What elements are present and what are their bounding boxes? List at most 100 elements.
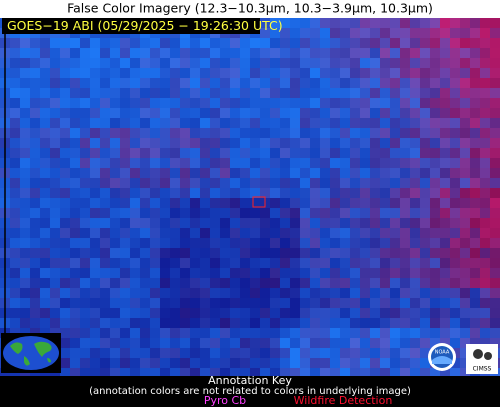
pixel-block bbox=[470, 48, 480, 58]
pixel-block bbox=[270, 78, 280, 88]
pixel-block bbox=[300, 288, 310, 298]
pixel-block bbox=[290, 158, 300, 168]
pixel-block bbox=[180, 168, 190, 178]
pixel-block bbox=[270, 148, 280, 158]
pixel-block bbox=[420, 178, 430, 188]
pixel-block bbox=[160, 98, 170, 108]
pixel-block bbox=[90, 198, 100, 208]
pixel-block bbox=[190, 258, 200, 268]
pixel-block bbox=[320, 258, 330, 268]
pixel-block bbox=[140, 98, 150, 108]
pixel-block bbox=[150, 178, 160, 188]
pixel-block bbox=[130, 98, 140, 108]
pixel-block bbox=[450, 28, 460, 38]
pixel-block bbox=[30, 168, 40, 178]
pixel-block bbox=[310, 228, 320, 238]
pixel-block bbox=[190, 318, 200, 328]
pixel-block bbox=[160, 228, 170, 238]
pixel-block bbox=[350, 228, 360, 238]
pixel-block bbox=[460, 348, 470, 358]
pixel-block bbox=[310, 238, 320, 248]
pixel-block bbox=[250, 188, 260, 198]
pixel-block bbox=[390, 138, 400, 148]
pixel-block bbox=[370, 88, 380, 98]
pixel-block bbox=[440, 18, 450, 28]
pixel-block bbox=[320, 98, 330, 108]
pixel-block bbox=[310, 48, 320, 58]
pixel-block bbox=[130, 78, 140, 88]
pixel-block bbox=[230, 358, 240, 368]
pixel-block bbox=[100, 108, 110, 118]
pixel-block bbox=[190, 308, 200, 318]
pixel-block bbox=[360, 188, 370, 198]
pixel-block bbox=[490, 38, 500, 48]
pixel-block bbox=[270, 358, 280, 368]
pixel-block bbox=[100, 168, 110, 178]
pixel-block bbox=[50, 238, 60, 248]
pixel-block bbox=[50, 118, 60, 128]
pixel-block bbox=[350, 348, 360, 358]
pixel-block bbox=[330, 88, 340, 98]
pixel-block bbox=[350, 78, 360, 88]
pixel-block bbox=[220, 158, 230, 168]
pixel-block bbox=[200, 148, 210, 158]
pixel-block bbox=[430, 158, 440, 168]
pixel-block bbox=[310, 68, 320, 78]
pixel-block bbox=[160, 258, 170, 268]
pixel-block bbox=[280, 328, 290, 338]
pixel-block bbox=[230, 208, 240, 218]
pixel-block bbox=[210, 278, 220, 288]
pixel-block bbox=[20, 218, 30, 228]
pixel-block bbox=[290, 108, 300, 118]
pixel-block bbox=[240, 268, 250, 278]
pixel-block bbox=[400, 158, 410, 168]
pixel-block bbox=[490, 198, 500, 208]
pixel-block bbox=[370, 268, 380, 278]
pixel-block bbox=[100, 48, 110, 58]
pixel-block bbox=[250, 108, 260, 118]
pixel-block bbox=[290, 98, 300, 108]
pixel-block bbox=[180, 88, 190, 98]
pixel-block bbox=[490, 228, 500, 238]
pixel-block bbox=[380, 338, 390, 348]
pixel-block bbox=[360, 328, 370, 338]
pixel-block bbox=[200, 88, 210, 98]
pixel-block bbox=[280, 208, 290, 218]
pixel-block bbox=[140, 228, 150, 238]
pixel-block bbox=[170, 348, 180, 358]
pixel-block bbox=[330, 288, 340, 298]
pixel-block bbox=[210, 368, 220, 376]
pixel-block bbox=[200, 238, 210, 248]
pixel-block bbox=[230, 248, 240, 258]
pixel-block bbox=[490, 238, 500, 248]
pixel-block bbox=[60, 158, 70, 168]
pixel-block bbox=[420, 368, 430, 376]
pixel-block bbox=[170, 98, 180, 108]
pixel-block bbox=[430, 68, 440, 78]
pixel-block bbox=[60, 298, 70, 308]
pixel-block bbox=[100, 138, 110, 148]
pixel-block bbox=[20, 68, 30, 78]
pixel-block bbox=[410, 238, 420, 248]
pixel-block bbox=[310, 168, 320, 178]
pixel-block bbox=[250, 328, 260, 338]
pixel-block bbox=[420, 98, 430, 108]
pixel-block bbox=[160, 188, 170, 198]
pixel-block bbox=[420, 48, 430, 58]
pixel-block bbox=[80, 278, 90, 288]
pixel-block bbox=[20, 78, 30, 88]
pixel-block bbox=[320, 138, 330, 148]
pixel-block bbox=[470, 238, 480, 248]
pixel-block bbox=[80, 148, 90, 158]
pixel-block bbox=[410, 118, 420, 128]
pixel-block bbox=[450, 68, 460, 78]
pixel-block bbox=[490, 208, 500, 218]
pixel-block bbox=[210, 148, 220, 158]
pixel-block bbox=[490, 18, 500, 28]
pixel-block bbox=[310, 178, 320, 188]
pixel-block bbox=[90, 208, 100, 218]
pixel-block bbox=[320, 268, 330, 278]
pixel-block bbox=[220, 48, 230, 58]
pixel-block bbox=[140, 318, 150, 328]
pixel-block bbox=[80, 198, 90, 208]
